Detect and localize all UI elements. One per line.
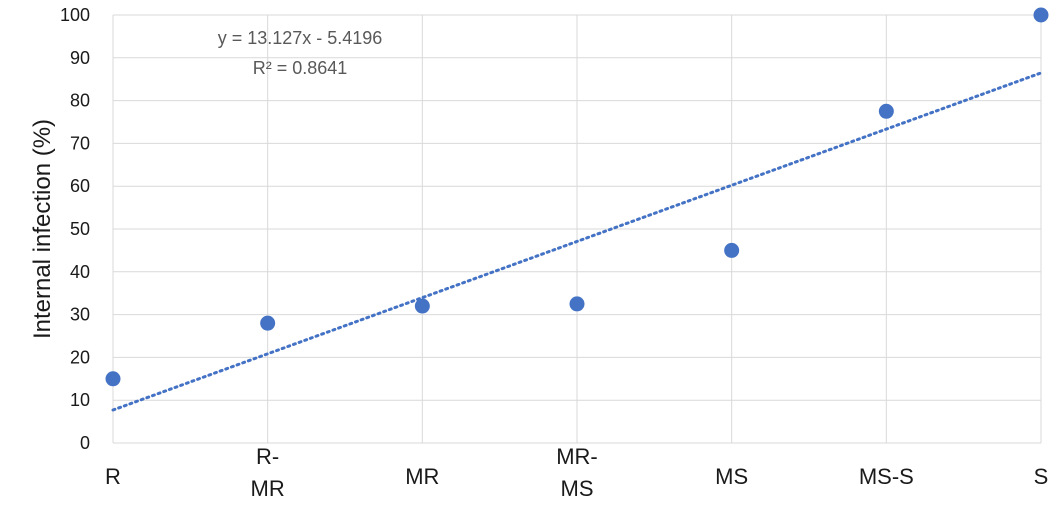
y-tick-label: 50: [70, 219, 90, 239]
trendline: [111, 71, 1043, 412]
data-point: [260, 315, 276, 331]
x-tick-labels: R R-MR MR MR-MS MS MS-S S: [105, 444, 1048, 501]
grid-lines: [112, 14, 1042, 444]
data-point: [724, 242, 740, 258]
x-tick-label: MR-MS: [556, 444, 598, 501]
data-point: [414, 298, 430, 314]
y-tick-label: 30: [70, 305, 90, 325]
y-axis-label: Internal infection (%): [29, 119, 56, 339]
x-tick-label: MS: [715, 464, 748, 489]
x-tick-label: MR: [405, 464, 439, 489]
trendline-equation: y = 13.127x - 5.4196: [218, 28, 383, 48]
y-tick-label: 20: [70, 347, 90, 367]
y-tick-label: 80: [70, 91, 90, 111]
y-tick-label: 70: [70, 133, 90, 153]
x-tick-label: R-MR: [251, 444, 285, 501]
data-point: [105, 371, 121, 387]
y-tick-label: 0: [80, 433, 90, 453]
x-tick-label: MS-S: [859, 464, 914, 489]
x-tick-label: S: [1034, 464, 1049, 489]
y-tick-label: 10: [70, 390, 90, 410]
data-point: [878, 103, 894, 119]
y-tick-label: 100: [60, 5, 90, 25]
y-tick-labels: 0 10 20 30 40 50 60 70 80 90 100: [60, 5, 90, 453]
data-points: [105, 7, 1049, 387]
y-tick-label: 40: [70, 262, 90, 282]
y-tick-label: 90: [70, 48, 90, 68]
data-point: [569, 296, 585, 312]
trendline-r-squared: R² = 0.8641: [253, 58, 348, 78]
x-tick-label: R: [105, 464, 121, 489]
trendline-group: [111, 71, 1043, 412]
data-point: [1033, 7, 1049, 23]
y-tick-label: 60: [70, 176, 90, 196]
